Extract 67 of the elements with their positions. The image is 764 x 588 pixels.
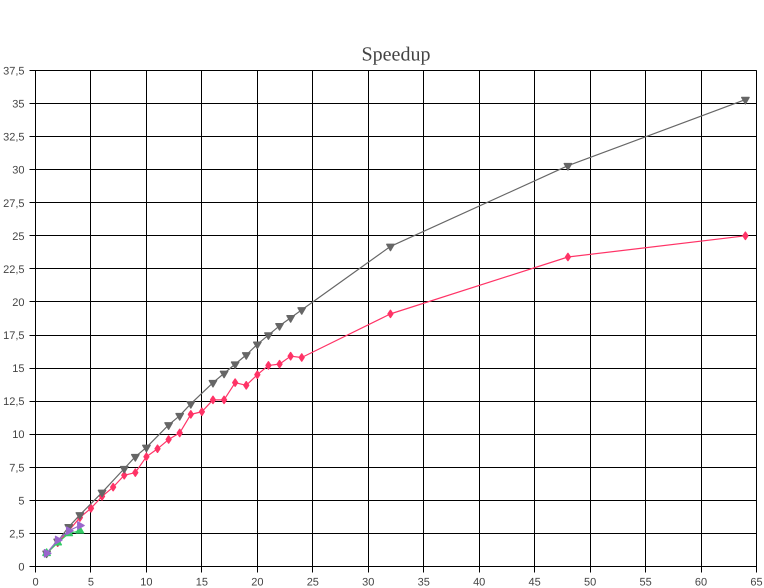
point (740, 96, 750, 105)
point (208, 380, 218, 388)
x-tick-label: 55 (639, 576, 652, 588)
x-tick-label: 0 (32, 576, 39, 588)
x-tick-label: 65 (750, 576, 763, 588)
point (254, 370, 261, 380)
point (220, 395, 228, 404)
y-tick-label: 10 (12, 429, 25, 442)
y-tick-label: 22,5 (3, 264, 25, 276)
point (110, 482, 116, 492)
x-tick-label: 25 (306, 576, 319, 588)
point (120, 466, 129, 474)
point (264, 332, 273, 340)
point (276, 360, 283, 369)
point (220, 370, 229, 379)
point (252, 341, 262, 350)
point (287, 352, 294, 361)
y-tick-label: 30 (12, 164, 25, 177)
point (88, 504, 94, 513)
point (275, 322, 284, 331)
point (164, 422, 174, 430)
point (286, 315, 296, 323)
point (386, 244, 395, 252)
x-tick-label: 10 (140, 576, 153, 588)
point (232, 378, 238, 388)
point (154, 444, 161, 454)
x-tick-label: 30 (362, 576, 374, 588)
point (175, 412, 184, 421)
point (242, 352, 251, 360)
chart-title: Speedup (362, 44, 430, 66)
point (186, 401, 196, 409)
x-tick-label: 50 (584, 576, 596, 588)
point (210, 395, 216, 404)
y-tick-label: 37,5 (3, 66, 25, 78)
x-tick-label: 20 (251, 576, 264, 588)
point (198, 407, 206, 416)
y-tick-label: 5 (18, 495, 25, 508)
point (142, 444, 151, 453)
y-tick-label: 15 (12, 363, 25, 376)
point (387, 309, 394, 318)
y-tick-label: 7,5 (9, 462, 25, 474)
x-tick-label: 5 (88, 576, 94, 588)
y-tick-label: 25 (12, 230, 25, 243)
x-tick-label: 15 (196, 576, 208, 588)
x-tick-label: 60 (694, 576, 708, 588)
y-tick-label: 2,5 (9, 528, 25, 540)
x-tick-label: 35 (418, 576, 430, 588)
point (165, 435, 172, 444)
y-tick-label: 0 (18, 562, 25, 574)
point (742, 231, 749, 240)
y-tick-label: 32,5 (3, 132, 25, 144)
point (143, 452, 150, 462)
point (265, 360, 272, 370)
y-tick-label: 12,5 (3, 396, 25, 408)
y-tick-label: 35 (12, 98, 25, 111)
y-tick-label: 17,5 (3, 330, 25, 342)
y-tick-label: 27,5 (3, 198, 25, 210)
y-tick-label: 20 (12, 296, 25, 309)
point (230, 361, 240, 370)
point (130, 454, 140, 462)
point (563, 162, 572, 171)
point (98, 490, 107, 498)
x-tick-label: 40 (473, 576, 486, 588)
x-tick-label: 45 (528, 576, 541, 588)
point (297, 307, 306, 316)
point (564, 252, 572, 262)
point (77, 520, 85, 530)
